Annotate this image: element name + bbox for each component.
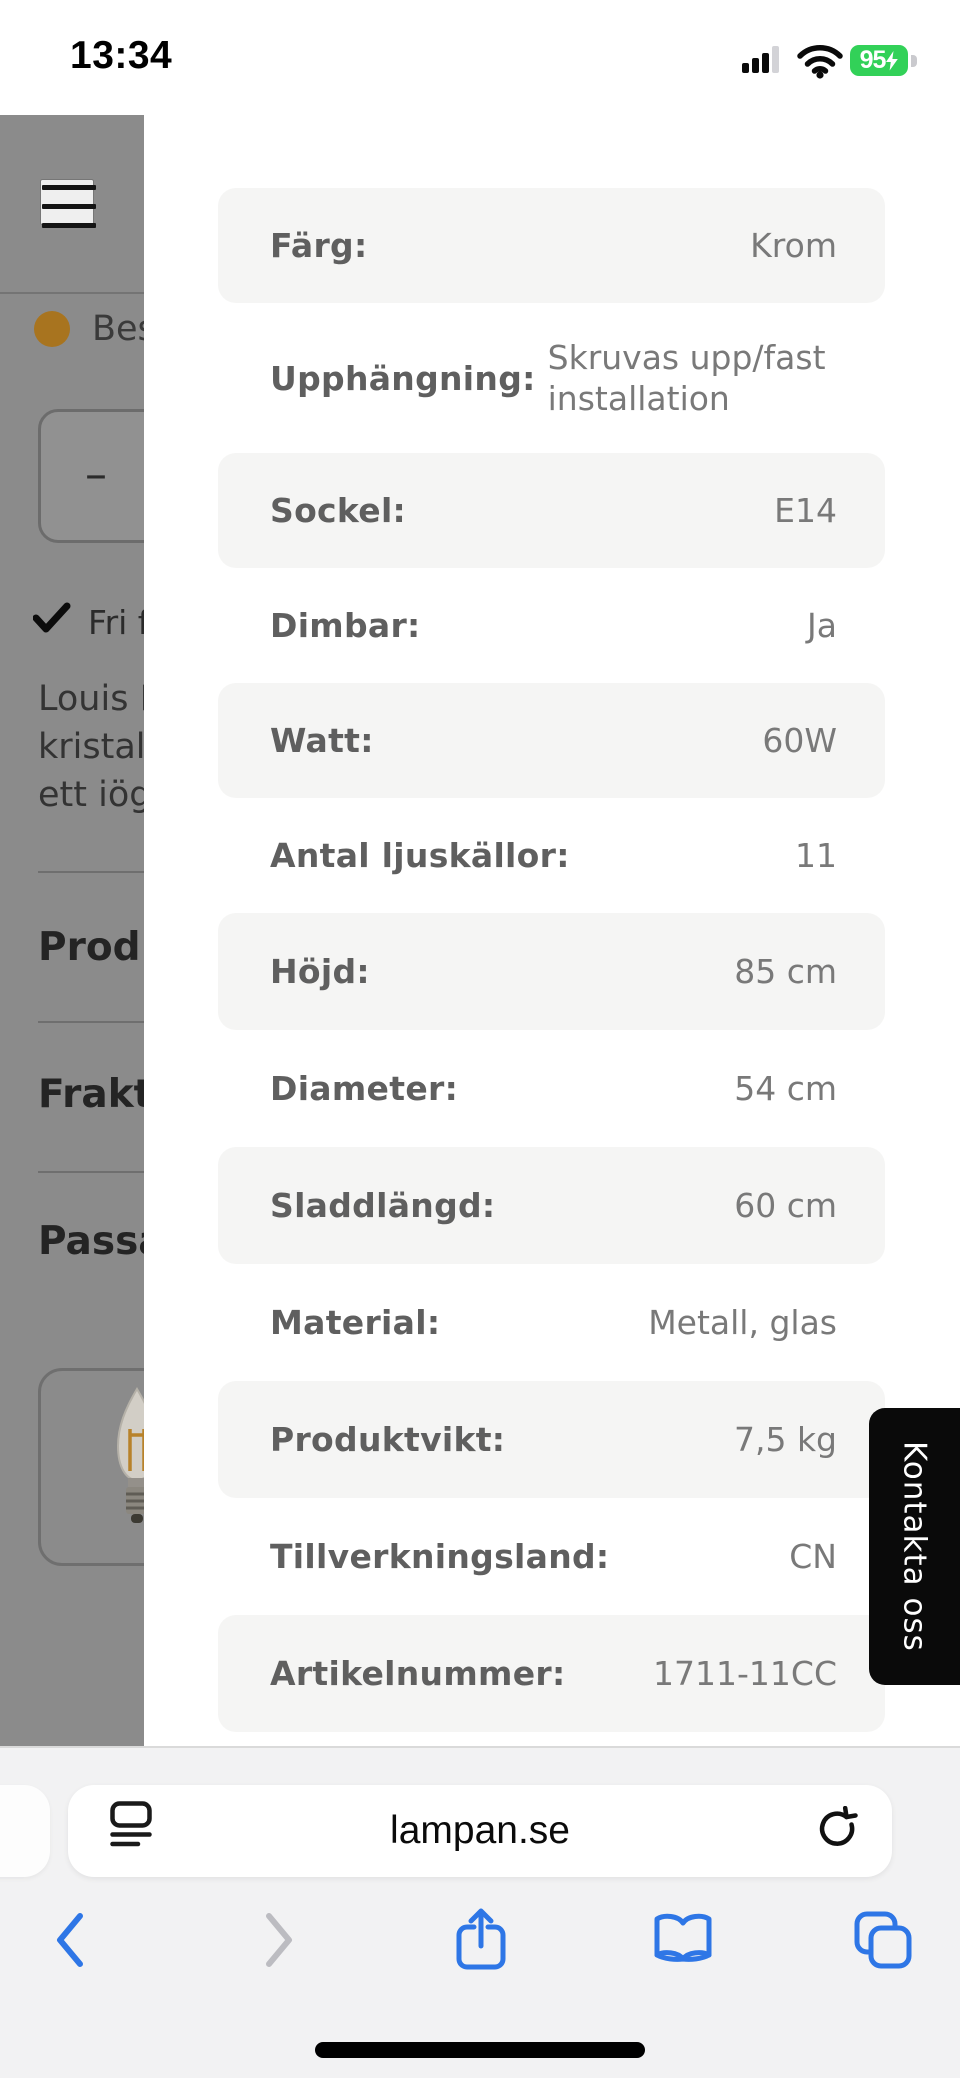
accordion-section-products[interactable]: Prod [38, 925, 141, 970]
back-button[interactable] [54, 1912, 86, 1971]
cellular-signal-icon [742, 44, 784, 78]
webpage-viewport: Bes – Fri f Louis P kristall ett iög Pro… [0, 115, 960, 1746]
spec-row-dimmable: Dimbar: Ja [270, 605, 837, 645]
accordion-section-fits[interactable]: Passa [38, 1219, 144, 1264]
spec-row-height: Höjd: 85 cm [218, 913, 885, 1030]
spec-row-socket: Sockel: E14 [218, 453, 885, 568]
address-bar[interactable]: lampan.se [68, 1785, 892, 1877]
checkmark-icon [32, 602, 71, 638]
accordion-section-shipping[interactable]: Frakt [38, 1072, 144, 1117]
header-divider [0, 292, 144, 294]
home-indicator[interactable] [315, 2042, 645, 2058]
spec-row-material: Material: Metall, glas [270, 1302, 837, 1342]
battery-indicator: 95 [850, 45, 908, 76]
safari-toolbar: lampan.se [0, 1746, 960, 2078]
page-settings-icon[interactable] [110, 1801, 152, 1849]
related-product-card[interactable] [38, 1368, 144, 1566]
reload-icon[interactable] [813, 1805, 859, 1854]
spec-row-cord-length: Sladdlängd: 60 cm [218, 1147, 885, 1264]
availability-text: Bes [92, 309, 144, 349]
share-icon[interactable] [455, 1906, 507, 1975]
url-text: lampan.se [390, 1809, 570, 1852]
dimmed-background-page: Bes – Fri f Louis P kristall ett iög Pro… [0, 115, 144, 1746]
charging-bolt-icon [886, 50, 899, 70]
availability-dot-icon [34, 311, 70, 347]
contact-us-tab[interactable]: Kontakta oss [869, 1408, 960, 1685]
spec-row-watt: Watt: 60W [218, 683, 885, 798]
spec-row-color: Färg: Krom [218, 188, 885, 303]
product-description-text: Louis P kristall ett iög [38, 679, 144, 815]
spec-row-mounting: Upphängning: Skruvas upp/fast installati… [270, 337, 826, 418]
spec-row-weight: Produktvikt: 7,5 kg [218, 1381, 885, 1498]
spec-sheet-panel: Färg: Krom Upphängning: Skruvas upp/fast… [144, 115, 960, 1746]
bookmarks-icon[interactable] [650, 1911, 716, 1970]
battery-percent: 95 [859, 46, 887, 74]
tabs-icon[interactable] [854, 1911, 912, 1972]
battery-tip [911, 55, 917, 67]
spec-row-diameter: Diameter: 54 cm [270, 1068, 837, 1108]
spec-row-article-number: Artikelnummer: 1711-11CC [218, 1615, 885, 1732]
forward-button[interactable] [263, 1912, 295, 1971]
section-divider [38, 1021, 144, 1023]
spec-row-bulb-count: Antal ljuskällor: 11 [270, 835, 837, 875]
section-divider [38, 1171, 144, 1173]
light-bulb-image [105, 1383, 144, 1559]
section-divider [38, 871, 144, 873]
minus-icon: – [85, 449, 107, 500]
free-shipping-text: Fri f [88, 603, 144, 642]
quantity-decrease-button[interactable]: – [38, 409, 144, 543]
wifi-icon [797, 43, 843, 83]
clock: 13:34 [70, 34, 173, 77]
spec-row-country: Tillverkningsland: CN [270, 1536, 837, 1576]
status-bar: 13:34 95 [0, 0, 960, 115]
adjacent-tab-peek[interactable] [0, 1785, 50, 1877]
hamburger-menu-icon[interactable] [40, 179, 96, 228]
spec-table: Färg: Krom Upphängning: Skruvas upp/fast… [218, 188, 885, 1732]
